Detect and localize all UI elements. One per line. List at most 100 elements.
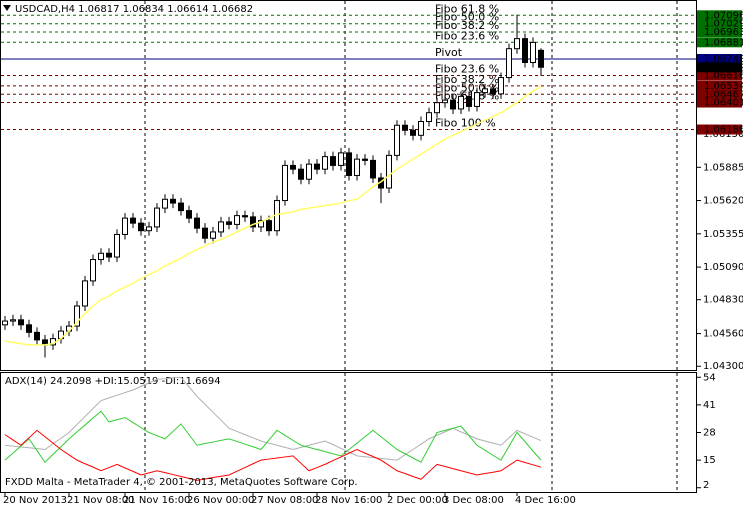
- price-tag-label: 1.06616: [704, 71, 743, 82]
- candle-body: [26, 324, 32, 333]
- x-tick-label: 20 Nov 2013: [3, 495, 67, 506]
- candle-body: [130, 217, 136, 224]
- candle-body: [186, 210, 192, 219]
- candle-body: [18, 319, 24, 326]
- candle-body: [442, 99, 448, 104]
- candle-body: [474, 92, 480, 107]
- candle-body: [138, 222, 144, 232]
- x-tick-label: 21 Nov 16:00: [123, 495, 190, 506]
- y-tick-label: 1.04560: [703, 329, 743, 340]
- chart-header: USDCAD,H4 1.06817 1.06834 1.06614 1.0668…: [15, 4, 253, 15]
- y-tick-label: 28: [703, 428, 716, 439]
- y-tick-label: 15: [703, 455, 716, 466]
- collapse-icon[interactable]: [3, 5, 11, 11]
- candle-body: [522, 38, 528, 63]
- price-tag-label: 1.07096: [704, 10, 743, 21]
- candle-body: [530, 41, 536, 63]
- candle-body: [210, 231, 216, 239]
- candle-body: [194, 217, 200, 229]
- candle-body: [162, 198, 168, 209]
- price-tag: [697, 10, 742, 21]
- level-label: Fibo 38.2 %: [435, 73, 499, 86]
- y-tick-label: 41: [703, 400, 716, 411]
- candle-body: [34, 331, 40, 341]
- price-tag: [697, 37, 742, 48]
- candle-body: [354, 158, 360, 176]
- y-tick-label: 2: [703, 480, 709, 491]
- candle-body: [410, 129, 416, 136]
- plus-di-name: +DI:: [95, 376, 117, 387]
- y-tick-label: 1.05090: [703, 262, 743, 273]
- x-tick-label: 3 Dec 08:00: [443, 495, 504, 506]
- candle-body: [314, 163, 320, 170]
- candle-body: [258, 220, 264, 228]
- candle-body: [154, 207, 160, 228]
- candle-body: [458, 95, 464, 110]
- candle-body: [434, 102, 440, 114]
- price-tag: [697, 27, 742, 38]
- price-tag-label: 1.07029: [704, 19, 743, 30]
- symbol: USDCAD,H4: [15, 4, 75, 15]
- candle-body: [482, 88, 488, 94]
- price-panel: [0, 0, 697, 371]
- candle-body: [290, 164, 296, 170]
- close: 1.06682: [212, 4, 253, 15]
- candle-body: [514, 38, 520, 50]
- price-tag-label: 1.06186: [704, 125, 743, 136]
- y-tick-label: 1.04830: [703, 295, 743, 306]
- adx-value: 24.2098: [50, 376, 91, 387]
- candle-body: [386, 154, 392, 189]
- indicator-header: ADX(14) 24.2098 +DI:15.0519 -DI:11.6694: [5, 376, 221, 387]
- candle-body: [306, 163, 312, 180]
- candle-body: [226, 221, 232, 225]
- current-price-label: 1.06682: [704, 62, 743, 73]
- price-tag: [697, 124, 742, 135]
- candle-body: [330, 156, 336, 166]
- price-tag: [697, 70, 742, 81]
- candle-body: [322, 156, 328, 170]
- candle-body: [418, 120, 424, 136]
- candle-body: [490, 88, 496, 95]
- level-label: Fibo 38.2 %: [435, 19, 499, 32]
- low: 1.06614: [167, 4, 208, 15]
- price-tag: [697, 80, 742, 91]
- open: 1.06817: [78, 4, 119, 15]
- candle-body: [402, 124, 408, 131]
- candle-body: [338, 152, 344, 166]
- candle-body: [74, 305, 80, 327]
- y-tick-label: 1.05355: [703, 229, 743, 240]
- candle-body: [122, 217, 128, 235]
- level-label: Fibo 61.8 %: [435, 2, 499, 15]
- candle-body: [498, 77, 504, 95]
- x-tick-label: 27 Nov 08:00: [251, 495, 318, 506]
- adx-name: ADX(14): [5, 376, 47, 387]
- candle-body: [82, 280, 88, 307]
- candle-body: [450, 99, 456, 110]
- price-tag-label: 1.06401: [704, 98, 743, 109]
- candle-body: [98, 252, 104, 261]
- high: 1.06834: [123, 4, 164, 15]
- x-tick-label: 2 Dec 00:00: [387, 495, 448, 506]
- candle-body: [2, 320, 8, 326]
- candle-body: [218, 221, 224, 233]
- y-tick-label: 1.05620: [703, 196, 743, 207]
- current-price-tag: [697, 62, 742, 73]
- candle-body: [242, 215, 248, 218]
- minus-di-name: -DI:: [162, 376, 180, 387]
- candle-body: [362, 158, 368, 161]
- level-label: Fibo 100 %: [435, 117, 496, 130]
- candle-body: [234, 215, 240, 225]
- price-tag: [697, 53, 742, 64]
- price-tag-label: 1.06534: [704, 81, 743, 92]
- candle-body: [178, 202, 184, 212]
- candle-body: [506, 48, 512, 79]
- level-label: Fibo 23.6 %: [435, 29, 499, 42]
- candle-body: [90, 259, 96, 282]
- level-label: Fibo 50.0 %: [435, 11, 499, 24]
- moving-average: [4, 85, 542, 346]
- y-tick-label: 54: [703, 372, 716, 383]
- candle-body: [370, 159, 376, 179]
- candle-body: [106, 252, 112, 258]
- candle-body: [298, 168, 304, 180]
- candle-body: [426, 112, 432, 122]
